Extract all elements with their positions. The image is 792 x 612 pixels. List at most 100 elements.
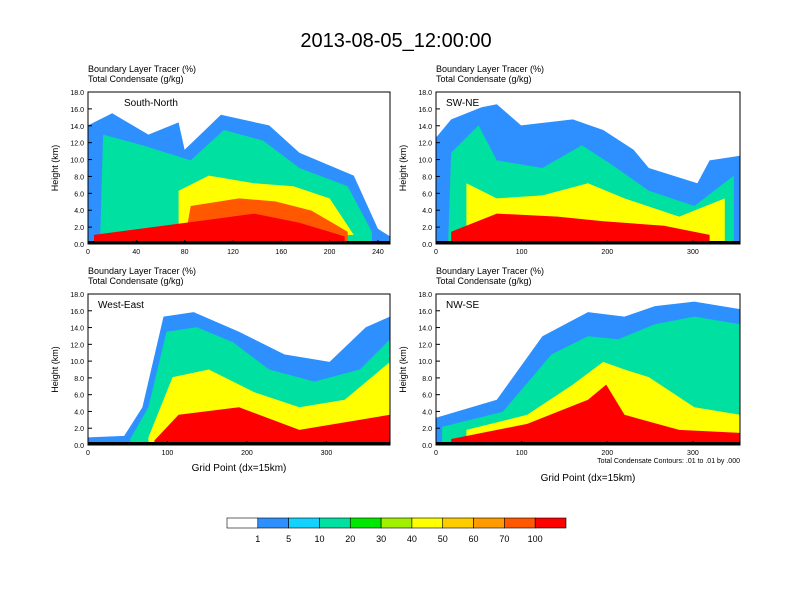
x-tick-label: 40	[132, 249, 140, 256]
y-tick-label: 14.0	[418, 326, 432, 333]
y-tick-label: 6.0	[74, 191, 84, 198]
y-tick-label: 18.0	[418, 292, 432, 299]
y-axis-label: Height (km)	[398, 346, 408, 393]
colorbar-swatch	[319, 517, 351, 529]
colorbar-label: 100	[528, 534, 543, 544]
y-tick-label: 18.0	[70, 292, 84, 299]
y-tick-label: 18.0	[418, 90, 432, 97]
colorbar-swatch	[442, 517, 474, 529]
y-tick-label: 16.0	[418, 309, 432, 316]
x-tick-label: 200	[601, 249, 613, 256]
x-axis-label: Grid Point (dx=15km)	[541, 473, 636, 484]
figure-title: 2013-08-05_12:00:00	[300, 30, 492, 52]
plot-frame	[87, 293, 391, 446]
panel-header-tracer: Boundary Layer Tracer (%)	[88, 64, 196, 74]
panel-header-condensate: Total Condensate (g/kg)	[436, 74, 532, 84]
y-tick-label: 12.0	[70, 342, 84, 349]
panel-header-tracer: Boundary Layer Tracer (%)	[436, 64, 544, 74]
terrain-line	[88, 241, 390, 244]
colorbar-label: 30	[376, 534, 386, 544]
y-tick-label: 12.0	[70, 141, 84, 148]
y-tick-label: 10.0	[418, 158, 432, 165]
y-tick-label: 12.0	[418, 342, 432, 349]
y-axis-label: Height (km)	[50, 346, 60, 393]
y-tick-label: 10.0	[70, 158, 84, 165]
y-tick-label: 0.0	[74, 242, 84, 249]
y-tick-label: 0.0	[422, 443, 432, 450]
y-tick-label: 4.0	[74, 208, 84, 215]
y-tick-label: 0.0	[74, 443, 84, 450]
x-tick-label: 0	[434, 450, 438, 457]
field-contour-level-10	[94, 213, 345, 243]
x-tick-label: 100	[516, 450, 528, 457]
panel-1: Boundary Layer Tracer (%)Total Condensat…	[50, 64, 391, 256]
y-tick-label: 2.0	[74, 426, 84, 433]
panel-header-condensate: Total Condensate (g/kg)	[88, 74, 184, 84]
colorbar-swatch	[534, 517, 567, 529]
panel-name: South-North	[124, 98, 178, 109]
x-tick-label: 100	[162, 450, 174, 457]
panel-name: SW-NE	[446, 98, 479, 109]
panel-header-tracer: Boundary Layer Tracer (%)	[436, 266, 544, 276]
panel-name: West-East	[98, 300, 144, 311]
y-tick-label: 18.0	[70, 90, 84, 97]
x-tick-label: 80	[181, 249, 189, 256]
colorbar-swatch	[288, 517, 320, 529]
x-tick-label: 240	[372, 249, 384, 256]
y-tick-label: 16.0	[70, 107, 84, 114]
panel-3: Boundary Layer Tracer (%)Total Condensat…	[50, 266, 391, 474]
colorbar-label: 70	[499, 534, 509, 544]
y-tick-label: 14.0	[70, 124, 84, 131]
x-tick-label: 200	[324, 249, 336, 256]
y-tick-label: 14.0	[70, 326, 84, 333]
y-tick-label: 12.0	[418, 141, 432, 148]
x-tick-label: 120	[227, 249, 239, 256]
colorbar-label: 20	[345, 534, 355, 544]
contour-note: Total Condensate Contours: .01 to .01 by…	[597, 458, 740, 465]
field-contour-level-10	[154, 407, 390, 444]
y-tick-label: 2.0	[74, 225, 84, 232]
x-tick-label: 0	[86, 450, 90, 457]
x-tick-label: 0	[434, 249, 438, 256]
colorbar-swatch	[473, 517, 505, 529]
y-tick-label: 10.0	[70, 359, 84, 366]
y-tick-label: 6.0	[74, 393, 84, 400]
colorbar-label: 50	[438, 534, 448, 544]
y-tick-label: 6.0	[422, 191, 432, 198]
y-axis-label: Height (km)	[398, 145, 408, 192]
x-tick-label: 300	[321, 450, 333, 457]
x-tick-label: 200	[601, 450, 613, 457]
colorbar-swatch	[349, 517, 382, 529]
x-tick-label: 160	[275, 249, 287, 256]
x-tick-label: 100	[516, 249, 528, 256]
plot-frame	[87, 91, 391, 245]
y-tick-label: 16.0	[418, 107, 432, 114]
colorbar-swatch	[504, 517, 536, 529]
y-tick-label: 8.0	[74, 174, 84, 181]
colorbar-swatch	[226, 517, 259, 529]
y-tick-label: 4.0	[422, 208, 432, 215]
field-contour-level-10	[451, 213, 710, 243]
y-tick-label: 8.0	[422, 376, 432, 383]
y-tick-label: 10.0	[418, 359, 432, 366]
panel-4: Boundary Layer Tracer (%) Total Condensat…	[398, 266, 741, 484]
plot-frame	[435, 91, 741, 245]
terrain-line	[88, 442, 390, 445]
x-tick-label: 0	[86, 249, 90, 256]
field-contour-level-10	[451, 384, 740, 444]
y-tick-label: 4.0	[422, 409, 432, 416]
colorbar-label: 60	[469, 534, 479, 544]
colorbar-label: 10	[314, 534, 324, 544]
y-tick-label: 2.0	[422, 225, 432, 232]
x-tick-label: 200	[241, 450, 253, 457]
panel-2: Boundary Layer Tracer (%)Total Condensat…	[398, 64, 741, 256]
x-tick-label: 300	[687, 450, 699, 457]
colorbar-label: 1	[255, 534, 260, 544]
y-axis-label: Height (km)	[50, 145, 60, 192]
y-tick-label: 0.0	[422, 242, 432, 249]
colorbar-swatch	[257, 517, 289, 529]
panel-header-condensate: Total Condensate (g/kg)	[88, 276, 184, 286]
y-tick-label: 2.0	[422, 426, 432, 433]
y-tick-label: 4.0	[74, 409, 84, 416]
